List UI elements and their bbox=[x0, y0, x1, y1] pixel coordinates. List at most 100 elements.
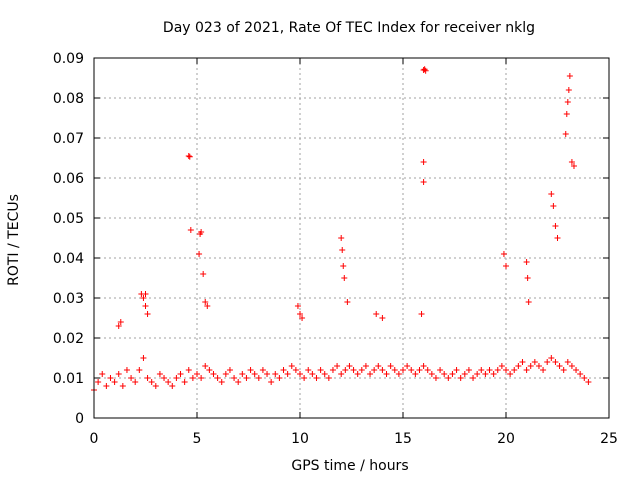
grid-lines bbox=[94, 58, 609, 418]
data-point bbox=[565, 87, 572, 93]
data-point bbox=[453, 367, 460, 373]
data-point bbox=[196, 251, 203, 257]
data-point bbox=[342, 367, 349, 373]
data-point bbox=[362, 363, 369, 369]
data-point bbox=[276, 375, 283, 381]
data-point bbox=[132, 379, 139, 385]
data-point bbox=[524, 275, 531, 281]
data-point bbox=[424, 367, 431, 373]
data-point bbox=[284, 371, 291, 377]
data-point bbox=[268, 379, 275, 385]
data-point bbox=[239, 371, 246, 377]
x-axis-label: GPS time / hours bbox=[291, 458, 408, 474]
data-point bbox=[144, 311, 151, 317]
data-point bbox=[210, 371, 217, 377]
data-point bbox=[156, 371, 163, 377]
data-point bbox=[136, 367, 143, 373]
data-point bbox=[511, 367, 518, 373]
data-point bbox=[418, 311, 425, 317]
data-point bbox=[367, 371, 374, 377]
data-point bbox=[264, 371, 271, 377]
data-point bbox=[449, 371, 456, 377]
data-point bbox=[375, 363, 382, 369]
data-point bbox=[115, 371, 122, 377]
data-point bbox=[391, 367, 398, 373]
data-point bbox=[140, 295, 147, 301]
x-tick-label: 5 bbox=[193, 431, 202, 447]
data-point bbox=[482, 371, 489, 377]
data-point bbox=[420, 159, 427, 165]
data-point bbox=[292, 367, 299, 373]
data-point bbox=[552, 223, 559, 229]
data-point bbox=[148, 379, 155, 385]
data-point bbox=[317, 367, 324, 373]
data-point bbox=[119, 383, 126, 389]
data-point bbox=[251, 371, 258, 377]
data-point bbox=[115, 323, 122, 329]
y-tick-label: 0 bbox=[75, 411, 84, 427]
data-point bbox=[577, 371, 584, 377]
x-tick-label: 25 bbox=[600, 431, 618, 447]
data-point bbox=[107, 375, 114, 381]
data-point bbox=[329, 367, 336, 373]
data-point bbox=[408, 367, 415, 373]
data-point bbox=[354, 371, 361, 377]
data-point bbox=[299, 315, 306, 321]
data-point bbox=[142, 291, 149, 297]
data-point bbox=[560, 367, 567, 373]
data-point bbox=[305, 367, 312, 373]
data-point bbox=[474, 371, 481, 377]
chart-title: Day 023 of 2021, Rate Of TEC Index for r… bbox=[163, 20, 535, 36]
data-point bbox=[185, 153, 192, 159]
data-point bbox=[519, 359, 526, 365]
data-point bbox=[111, 379, 118, 385]
y-tick-label: 0.08 bbox=[53, 91, 84, 107]
data-point bbox=[202, 363, 209, 369]
data-point bbox=[255, 375, 262, 381]
data-point bbox=[525, 299, 532, 305]
data-point bbox=[544, 359, 551, 365]
data-point bbox=[344, 299, 351, 305]
data-point bbox=[231, 375, 238, 381]
data-point bbox=[581, 375, 588, 381]
data-point bbox=[552, 359, 559, 365]
y-tick-label: 0.06 bbox=[53, 171, 84, 187]
data-point bbox=[99, 371, 106, 377]
data-point bbox=[554, 235, 561, 241]
data-point bbox=[486, 367, 493, 373]
data-point bbox=[152, 383, 159, 389]
data-point bbox=[478, 367, 485, 373]
data-point bbox=[416, 367, 423, 373]
data-point bbox=[412, 371, 419, 377]
data-point bbox=[535, 363, 542, 369]
data-point bbox=[95, 379, 102, 385]
data-point bbox=[395, 371, 402, 377]
data-point bbox=[325, 375, 332, 381]
data-point bbox=[321, 371, 328, 377]
data-point bbox=[379, 367, 386, 373]
data-point bbox=[568, 363, 575, 369]
data-point bbox=[568, 159, 575, 165]
data-point bbox=[585, 379, 592, 385]
x-axis-ticks: 0 5 10 15 20 25 bbox=[90, 58, 618, 447]
data-point bbox=[140, 355, 147, 361]
data-point bbox=[259, 367, 266, 373]
data-point bbox=[379, 315, 386, 321]
data-point bbox=[548, 191, 555, 197]
data-point bbox=[340, 263, 347, 269]
data-point bbox=[562, 131, 569, 137]
y-tick-label: 0.03 bbox=[53, 291, 84, 307]
data-point bbox=[341, 275, 348, 281]
data-point bbox=[206, 367, 213, 373]
data-point bbox=[247, 367, 254, 373]
data-point bbox=[181, 379, 188, 385]
data-point bbox=[373, 311, 380, 317]
data-point bbox=[309, 371, 316, 377]
x-tick-label: 15 bbox=[394, 431, 412, 447]
data-point bbox=[573, 367, 580, 373]
data-point bbox=[498, 363, 505, 369]
data-point bbox=[490, 371, 497, 377]
data-point bbox=[556, 363, 563, 369]
data-point bbox=[420, 363, 427, 369]
data-point bbox=[226, 367, 233, 373]
